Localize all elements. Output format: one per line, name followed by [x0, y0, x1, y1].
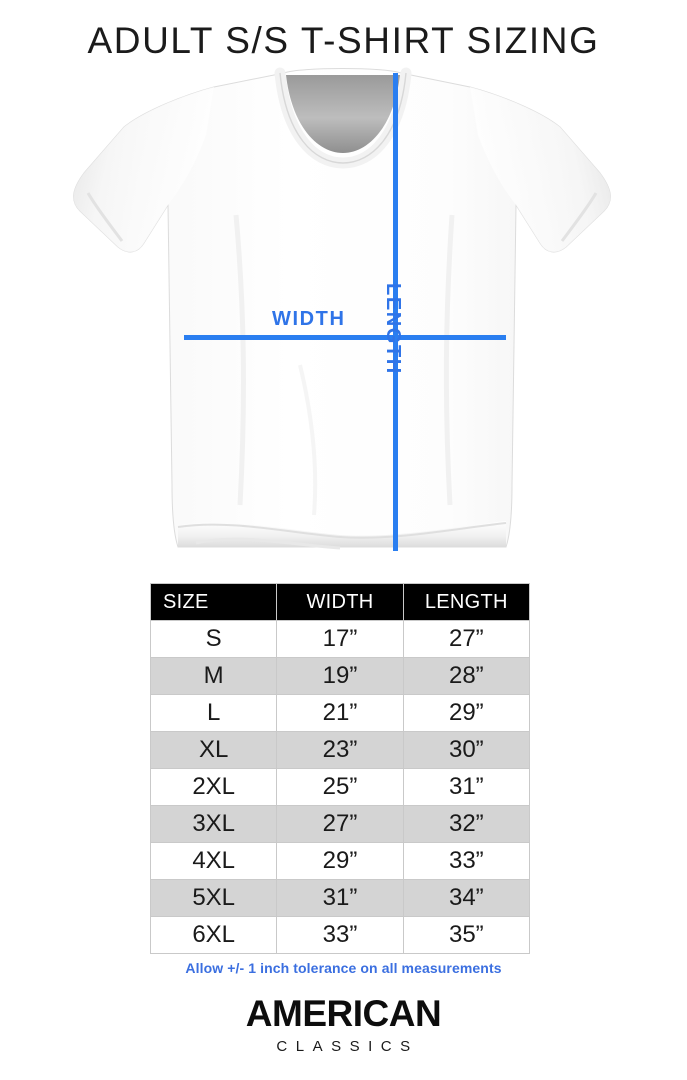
cell-width: 31” [276, 879, 404, 917]
cell-length: 29” [402, 694, 531, 732]
table-header-row: SIZE WIDTH LENGTH [149, 583, 531, 621]
table-row: S 17” 27” [149, 620, 531, 658]
cell-length: 31” [402, 768, 531, 806]
table-body: S 17” 27” M 19” 28” L 21” 29” XL 23” 30”… [149, 620, 531, 954]
cell-size: 6XL [149, 916, 278, 954]
column-header-length: LENGTH [402, 583, 531, 621]
width-label: WIDTH [272, 308, 346, 330]
cell-width: 25” [276, 768, 404, 806]
length-label: LENGTH [382, 283, 404, 375]
cell-width: 27” [276, 805, 404, 843]
brand-subtitle: CLASSICS [276, 1038, 419, 1055]
table-row: 2XL 25” 31” [149, 768, 531, 806]
tshirt-illustration [73, 67, 611, 550]
cell-size: 4XL [149, 842, 278, 880]
table-row: M 19” 28” [149, 657, 531, 695]
cell-width: 19” [276, 657, 404, 695]
table-row: L 21” 29” [149, 694, 531, 732]
cell-length: 32” [402, 805, 531, 843]
length-measure-line [393, 73, 398, 551]
table-row: XL 23” 30” [149, 731, 531, 769]
cell-size: L [149, 694, 278, 732]
cell-length: 35” [402, 916, 531, 954]
cell-size: 2XL [149, 768, 278, 806]
cell-size: 3XL [149, 805, 278, 843]
table-row: 3XL 27” 32” [149, 805, 531, 843]
cell-size: XL [149, 731, 278, 769]
cell-length: 34” [402, 879, 531, 917]
cell-size: S [149, 620, 278, 658]
cell-size: 5XL [149, 879, 278, 917]
table-row: 5XL 31” 34” [149, 879, 531, 917]
table-row: 6XL 33” 35” [149, 916, 531, 954]
tolerance-note: Allow +/- 1 inch tolerance on all measur… [185, 960, 502, 976]
cell-width: 21” [276, 694, 404, 732]
cell-length: 28” [402, 657, 531, 695]
table-row: 4XL 29” 33” [149, 842, 531, 880]
brand-logo: AMERICAN CLASSICS [0, 995, 687, 1054]
cell-size: M [149, 657, 278, 695]
tshirt-diagram: WIDTH LENGTH [0, 65, 687, 565]
cell-width: 23” [276, 731, 404, 769]
cell-length: 33” [402, 842, 531, 880]
cell-width: 29” [276, 842, 404, 880]
size-chart-table: SIZE WIDTH LENGTH S 17” 27” M 19” 28” L … [149, 583, 531, 954]
cell-width: 33” [276, 916, 404, 954]
column-header-width: WIDTH [276, 583, 404, 621]
cell-width: 17” [276, 620, 404, 658]
brand-name: AMERICAN [245, 993, 442, 1034]
cell-length: 27” [402, 620, 531, 658]
size-chart-table-wrapper: SIZE WIDTH LENGTH S 17” 27” M 19” 28” L … [149, 583, 531, 954]
column-header-size: SIZE [149, 583, 278, 621]
table-header: SIZE WIDTH LENGTH [149, 583, 531, 621]
cell-length: 30” [402, 731, 531, 769]
page-title: ADULT S/S T-SHIRT SIZING [87, 20, 600, 61]
width-measure-line [184, 335, 506, 340]
